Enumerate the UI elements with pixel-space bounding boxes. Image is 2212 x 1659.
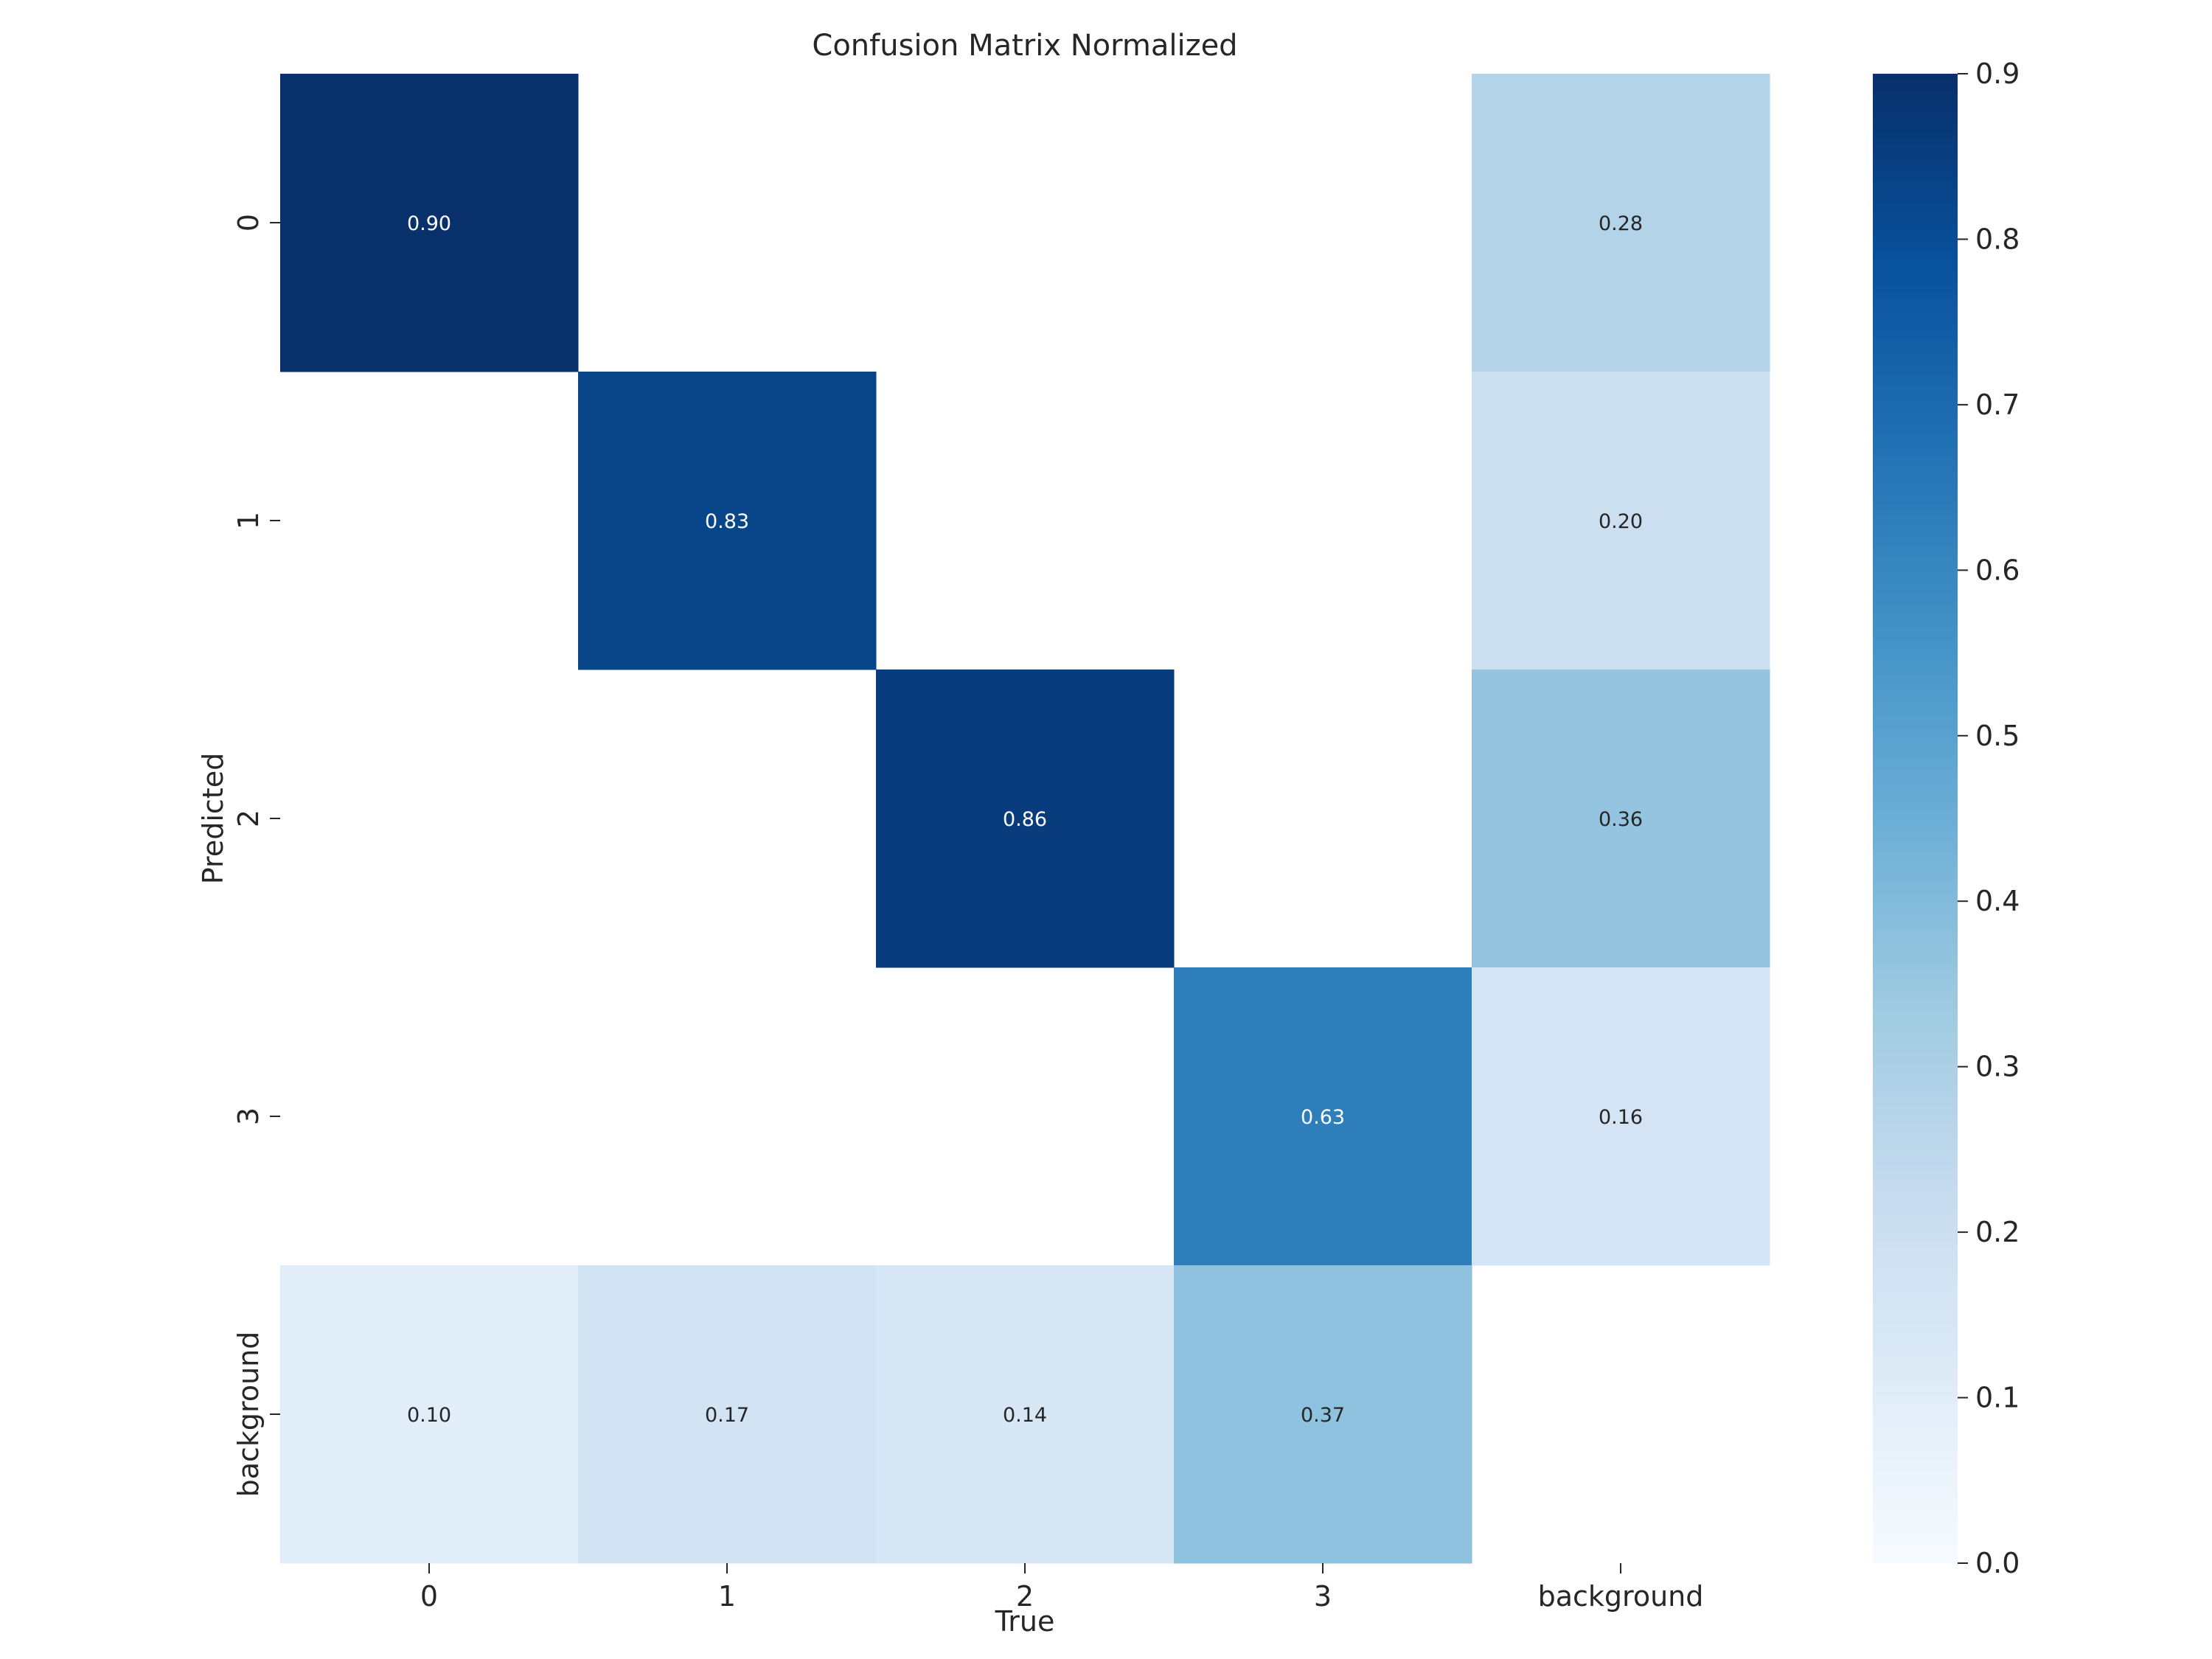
y-axis-label: Predicted	[197, 753, 229, 884]
heatmap-cell	[1472, 669, 1770, 968]
colorbar-tick-label: 0.4	[1975, 885, 2020, 917]
y-tick-label: 2	[232, 810, 265, 827]
heatmap-cells: 0.90 0.28 0.83 0.20 0.86 0.36 0.63 0.16 0.10 0.17…	[280, 74, 1770, 1564]
cell-value-label: 0.83	[705, 510, 749, 533]
y-tick-label: 3	[232, 1107, 265, 1125]
heatmap-cell	[578, 1265, 877, 1564]
cell-value-label: 0.20	[1599, 510, 1643, 533]
heatmap-cell	[578, 372, 877, 670]
cell-value-label: 0.37	[1301, 1404, 1345, 1427]
heatmap-cell	[280, 1265, 579, 1564]
heatmap-cell	[1472, 967, 1770, 1266]
x-tick-label: 1	[718, 1580, 736, 1613]
cell-value-label: 0.63	[1301, 1106, 1345, 1129]
cell-value-label: 0.16	[1599, 1106, 1643, 1129]
heatmap-cell	[1174, 1265, 1472, 1564]
cell-value-label: 0.90	[407, 212, 451, 235]
colorbar-tick-label: 0.7	[1975, 389, 2020, 421]
colorbar-tick-label: 0.2	[1975, 1216, 2020, 1248]
x-tick-label: 0	[420, 1580, 438, 1613]
y-tick-label: 1	[232, 512, 265, 529]
cell-value-label: 0.36	[1599, 808, 1643, 831]
colorbar-ticks: 0.0 0.1 0.2 0.3 0.4 0.5 0.6 0.7 0.8 0.9	[1958, 58, 2020, 1579]
cell-value-label: 0.14	[1003, 1404, 1047, 1427]
colorbar-tick-label: 0.8	[1975, 223, 2020, 255]
cell-value-label: 0.86	[1003, 808, 1047, 831]
x-tick-label: background	[1538, 1580, 1704, 1613]
x-axis-ticks: 0 1 2 3 background	[420, 1563, 1703, 1613]
colorbar-tick-label: 0.3	[1975, 1051, 2020, 1083]
x-tick-label: 3	[1314, 1580, 1332, 1613]
colorbar-tick-label: 0.9	[1975, 58, 2020, 90]
cell-value-label: 0.28	[1599, 212, 1643, 235]
cell-value-label: 0.17	[705, 1404, 749, 1427]
colorbar	[1873, 74, 1958, 1563]
cell-value-label: 0.10	[407, 1404, 451, 1427]
heatmap-cell	[876, 1265, 1175, 1564]
x-tick-label: 2	[1016, 1580, 1034, 1613]
heatmap-cell	[280, 74, 579, 372]
heatmap-cell	[1174, 967, 1472, 1266]
heatmap-cell	[876, 669, 1175, 968]
y-axis-ticks: 0 1 2 3 background	[232, 214, 280, 1497]
colorbar-tick-label: 0.6	[1975, 554, 2020, 586]
y-tick-label: 0	[232, 214, 265, 232]
chart-title: Confusion Matrix Normalized	[812, 29, 1237, 63]
y-tick-label: background	[232, 1332, 265, 1498]
colorbar-tick-label: 0.5	[1975, 720, 2020, 752]
heatmap-cell	[1472, 372, 1770, 670]
colorbar-tick-label: 0.0	[1975, 1547, 2020, 1579]
heatmap-cell	[1472, 74, 1770, 372]
colorbar-tick-label: 0.1	[1975, 1382, 2020, 1414]
x-axis-label: True	[995, 1605, 1055, 1638]
